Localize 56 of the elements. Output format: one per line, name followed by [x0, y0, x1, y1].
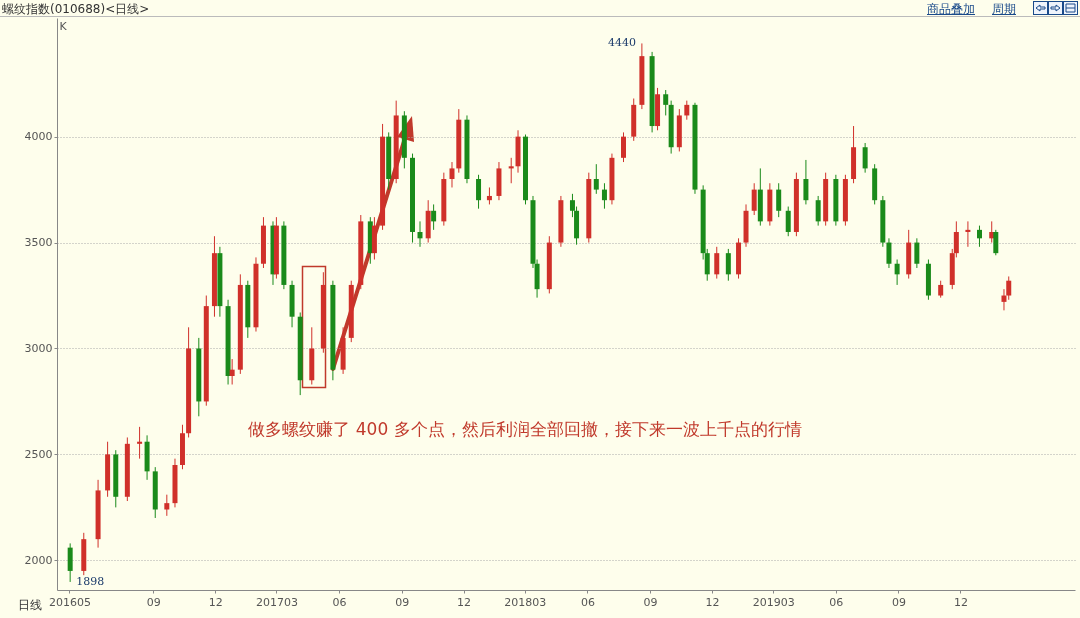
annotation: 1898	[76, 574, 105, 588]
candlestick	[714, 246, 720, 280]
candlestick	[785, 206, 791, 237]
candlestick	[137, 426, 143, 460]
candlestick	[886, 237, 892, 269]
candlestick	[593, 163, 599, 195]
x-tick-label: 201605	[48, 595, 91, 609]
candlestick	[508, 157, 514, 184]
text: 周期	[992, 1, 1016, 18]
candlestick	[164, 494, 170, 517]
y-tick-label: 2000	[24, 553, 53, 567]
x-tick-label: 09	[146, 595, 161, 609]
candlestick	[621, 131, 627, 163]
y-tick-label: 2500	[24, 447, 53, 461]
candlestick	[914, 237, 920, 269]
x-tick-label: 12	[208, 595, 223, 609]
text: 商品叠加	[927, 1, 975, 18]
x-tick-label: 09	[643, 595, 658, 609]
candlestick	[751, 182, 757, 216]
candlestick	[67, 542, 73, 583]
candlestick	[725, 248, 731, 282]
y-tick-label: 4000	[24, 130, 53, 144]
x-tick-label: 12	[705, 595, 720, 609]
x-tick-label: 201803	[504, 595, 547, 609]
candlestick	[449, 161, 455, 188]
candlestick	[993, 229, 999, 256]
x-axis-title: 日线	[17, 597, 42, 612]
candlestick	[663, 89, 669, 116]
candlestick	[976, 225, 982, 248]
candlestick	[417, 220, 423, 248]
x-tick-label: 06	[332, 595, 347, 609]
x-tick-label: 201703	[255, 595, 298, 609]
candlestick	[894, 259, 900, 286]
candlestick	[776, 182, 782, 218]
x-tick-label: 06	[829, 595, 844, 609]
x-tick-label: 06	[580, 595, 595, 609]
y-tick-label: 3500	[24, 236, 53, 250]
candlestick	[476, 174, 482, 210]
candlestick	[965, 220, 971, 248]
candlestick	[229, 358, 235, 385]
annotation: 做多螺纹赚了 400 多个点，然后利润全部回撤，接下来一波上千点的行情	[248, 419, 802, 439]
candlestick	[684, 100, 690, 121]
x-tick-label: 09	[395, 595, 410, 609]
x-tick-label: 09	[891, 595, 906, 609]
chart-title: 螺纹指数(010688)<日线>	[2, 1, 150, 18]
candlestick	[815, 195, 821, 227]
candlestick	[601, 182, 607, 210]
candlestick	[803, 159, 809, 205]
x-tick-label: 201903	[752, 595, 795, 609]
candlestick	[431, 203, 437, 231]
y-tick-label: 3000	[24, 341, 53, 355]
x-tick-label: 12	[953, 595, 968, 609]
annotation: 4440	[607, 36, 636, 50]
candlestick	[862, 142, 868, 174]
x-tick-label: 12	[457, 595, 472, 609]
y-axis-title: K	[59, 19, 68, 33]
